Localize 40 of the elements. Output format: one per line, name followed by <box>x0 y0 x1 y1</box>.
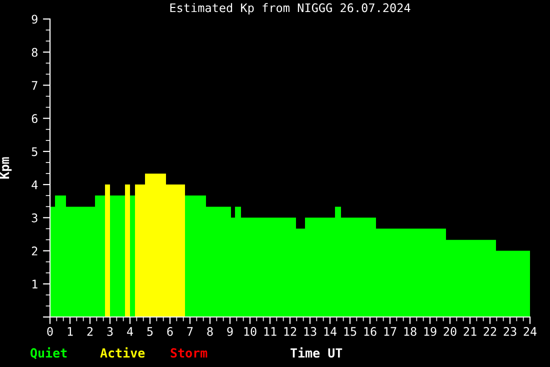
x-tick-label: 1 <box>68 327 73 336</box>
x-tick-label: 14 <box>324 327 337 336</box>
y-tick-label: 2 <box>32 246 38 256</box>
y-tick-label: 9 <box>32 14 38 24</box>
y-tick-label: 8 <box>32 48 38 57</box>
x-tick-label: 22 <box>484 326 496 336</box>
x-tick-label: 8 <box>207 326 213 336</box>
x-tick-label: 5 <box>147 327 153 336</box>
x-tick-label: 6 <box>167 326 173 336</box>
x-tick-label: 11 <box>264 327 276 336</box>
x-tick-label: 12 <box>284 326 296 336</box>
y-axis-title: Kpm <box>0 157 12 179</box>
x-tick-label: 10 <box>244 326 256 336</box>
chart-title: Estimated Kp from NIGGG 26.07.2024 <box>170 3 410 15</box>
x-tick-label: 17 <box>384 327 396 336</box>
text: Storm <box>170 348 208 358</box>
x-tick-label: 19 <box>424 326 436 336</box>
x-tick-label: 24 <box>524 326 537 336</box>
text: Active <box>100 347 145 358</box>
x-tick-label: 2 <box>87 326 93 336</box>
x-tick-label: 9 <box>227 326 233 336</box>
x-tick-label: 13 <box>304 326 316 336</box>
x-axis-title: Time UT <box>290 347 342 358</box>
x-tick-label: 3 <box>107 326 113 336</box>
x-tick-label: 21 <box>464 326 476 336</box>
x-tick-label: 16 <box>364 326 376 336</box>
y-tick-label: 1 <box>32 280 38 288</box>
text: Quiet <box>30 347 67 360</box>
x-tick-label: 0 <box>47 326 53 336</box>
x-tick-label: 18 <box>404 326 416 336</box>
x-tick-label: 20 <box>444 326 456 336</box>
y-tick-label: 4 <box>32 180 38 190</box>
x-tick-label: 7 <box>187 327 193 336</box>
y-tick-label: 3 <box>32 213 38 222</box>
y-tick-label: 6 <box>32 114 38 124</box>
x-tick-label: 4 <box>127 327 133 336</box>
y-tick-label: 7 <box>32 81 38 90</box>
x-tick-label: 15 <box>344 327 356 336</box>
x-tick-label: 23 <box>504 326 516 336</box>
y-tick-label: 5 <box>32 147 38 156</box>
